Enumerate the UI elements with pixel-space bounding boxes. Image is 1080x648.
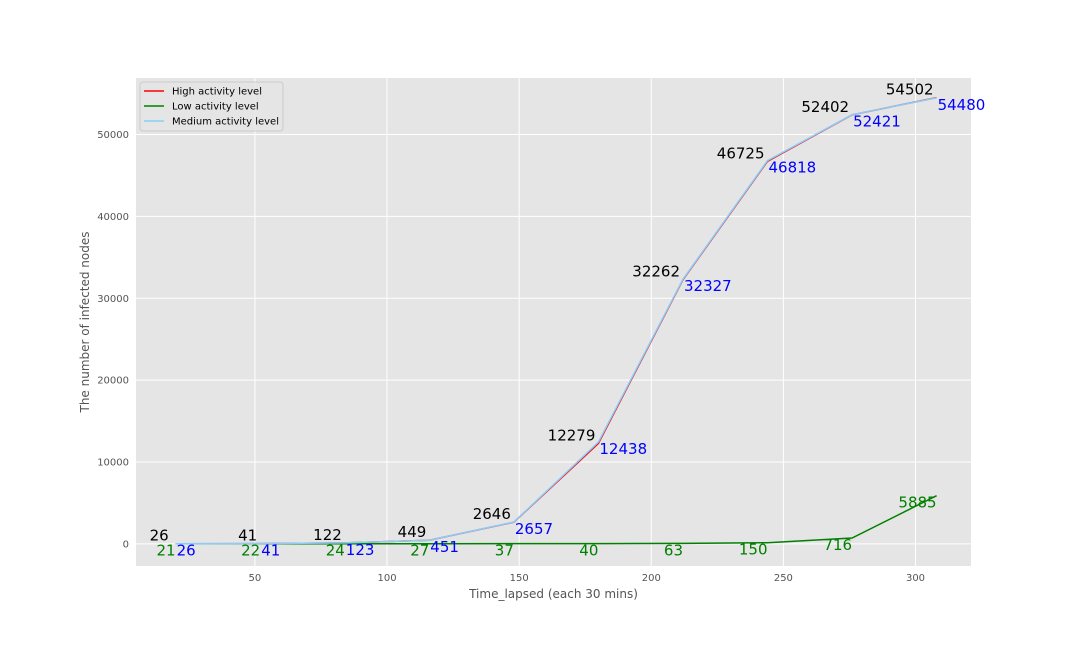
y-tick-label: 50000: [97, 130, 129, 141]
x-tick-label: 300: [906, 573, 925, 584]
data-label: 5885: [898, 494, 936, 512]
data-label: 123: [346, 541, 375, 559]
data-label: 122: [313, 526, 342, 544]
data-label: 40: [579, 542, 598, 560]
legend-label-2: Medium activity level: [172, 117, 279, 128]
y-tick-label: 40000: [97, 212, 129, 223]
data-label: 41: [261, 542, 280, 560]
y-axis-label: The number of infected nodes: [78, 231, 92, 413]
legend-label-0: High activity level: [172, 87, 262, 98]
data-label: 54502: [886, 81, 934, 99]
data-label: 63: [664, 541, 683, 559]
legend-label-1: Low activity level: [172, 102, 259, 113]
data-label: 52421: [853, 113, 901, 131]
data-label: 46818: [769, 159, 817, 177]
data-label: 21: [157, 542, 176, 560]
data-label: 22: [241, 542, 260, 560]
x-tick-label: 150: [510, 573, 529, 584]
data-label: 26: [150, 527, 169, 545]
data-label: 12279: [548, 426, 596, 444]
data-label: 150: [739, 541, 768, 559]
x-tick-label: 200: [642, 573, 661, 584]
data-label: 32327: [684, 277, 732, 295]
y-tick-label: 30000: [97, 294, 129, 305]
series-lines: [175, 96, 937, 545]
x-tick-label: 250: [774, 573, 793, 584]
data-label: 2646: [473, 505, 511, 523]
data-label: 451: [430, 538, 459, 556]
data-label: 54480: [938, 96, 986, 114]
data-label: 24: [326, 542, 345, 560]
y-tick-label: 0: [123, 539, 129, 550]
data-label: 46725: [717, 144, 765, 162]
data-label: 26: [177, 542, 196, 560]
data-label: 37: [495, 542, 514, 560]
data-label: 2657: [515, 520, 553, 538]
data-label: 716: [823, 536, 852, 554]
data-label: 32262: [632, 263, 680, 281]
data-label: 52402: [801, 98, 849, 116]
legend-box: [139, 81, 284, 132]
plot-background: [136, 78, 971, 566]
series-line-2: [175, 97, 937, 545]
x-tick-label: 50: [249, 573, 262, 584]
data-label: 41: [238, 527, 257, 545]
data-label: 449: [398, 523, 427, 541]
tick-labels: 50 100 150 200 250 300 0 10000 20000 30000 40000 50…: [97, 130, 925, 584]
data-label: 12438: [599, 440, 647, 458]
x-axis-label: Time_lapsed (each 30 mins): [468, 587, 638, 601]
y-tick-label: 10000: [97, 458, 129, 469]
x-tick-label: 100: [377, 573, 396, 584]
data-label: 27: [410, 542, 429, 560]
data-labels: 26 41 122 449 2646 12279 32262 46725 52402 54502 2…: [150, 81, 986, 560]
y-tick-label: 20000: [97, 376, 129, 387]
legend: High activity level Low activity level Med…: [139, 81, 284, 132]
